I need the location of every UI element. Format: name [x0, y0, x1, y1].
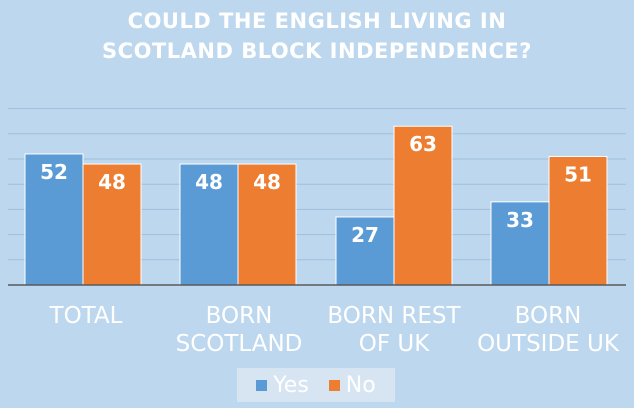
- legend-label-no: No: [345, 372, 376, 398]
- chart-title-line-2: SCOTLAND BLOCK INDEPENDENCE?: [102, 39, 532, 63]
- legend-item-no: No: [328, 372, 376, 398]
- data-label-yes-3: 33: [506, 208, 534, 232]
- data-label-yes-1: 48: [195, 170, 223, 194]
- legend-swatch-no: [328, 379, 340, 391]
- chart-title-line-1: COULD THE ENGLISH LIVING IN: [127, 9, 507, 33]
- category-label-3-line-0: BORN: [514, 303, 582, 329]
- category-label-3: BORN OUTSIDE UK: [468, 302, 628, 358]
- category-label-1-line-1: SCOTLAND: [175, 331, 303, 357]
- legend: Yes No: [237, 368, 395, 402]
- bar-no-0: [82, 163, 142, 286]
- bar-yes-0: [24, 153, 84, 286]
- data-label-no-0: 48: [98, 170, 126, 194]
- category-label-3-line-1: OUTSIDE UK: [477, 331, 619, 357]
- data-label-no-2: 63: [409, 132, 437, 156]
- bar-no-2: [393, 125, 453, 286]
- legend-item-yes: Yes: [256, 373, 309, 398]
- category-label-1-line-0: BORN: [205, 303, 273, 329]
- category-label-0: TOTAL: [6, 302, 166, 330]
- chart-title: COULD THE ENGLISH LIVING IN SCOTLAND BLO…: [0, 6, 634, 66]
- data-label-no-3: 51: [564, 162, 592, 186]
- category-label-2: BORN REST OF UK: [314, 302, 474, 358]
- bar-yes-2: [335, 216, 395, 286]
- bar-no-3: [548, 155, 608, 286]
- legend-label-yes: Yes: [273, 372, 309, 398]
- category-label-0-line-0: TOTAL: [49, 303, 123, 329]
- legend-swatch-yes: [256, 379, 268, 391]
- category-label-2-line-1: OF UK: [358, 331, 430, 357]
- category-label-2-line-0: BORN REST: [327, 303, 461, 329]
- data-label-yes-2: 27: [351, 223, 379, 247]
- bar-no-1: [237, 163, 297, 286]
- category-label-1: BORN SCOTLAND: [159, 302, 319, 358]
- bar-yes-3: [490, 201, 550, 286]
- data-label-no-1: 48: [253, 170, 281, 194]
- data-label-yes-0: 52: [40, 160, 68, 184]
